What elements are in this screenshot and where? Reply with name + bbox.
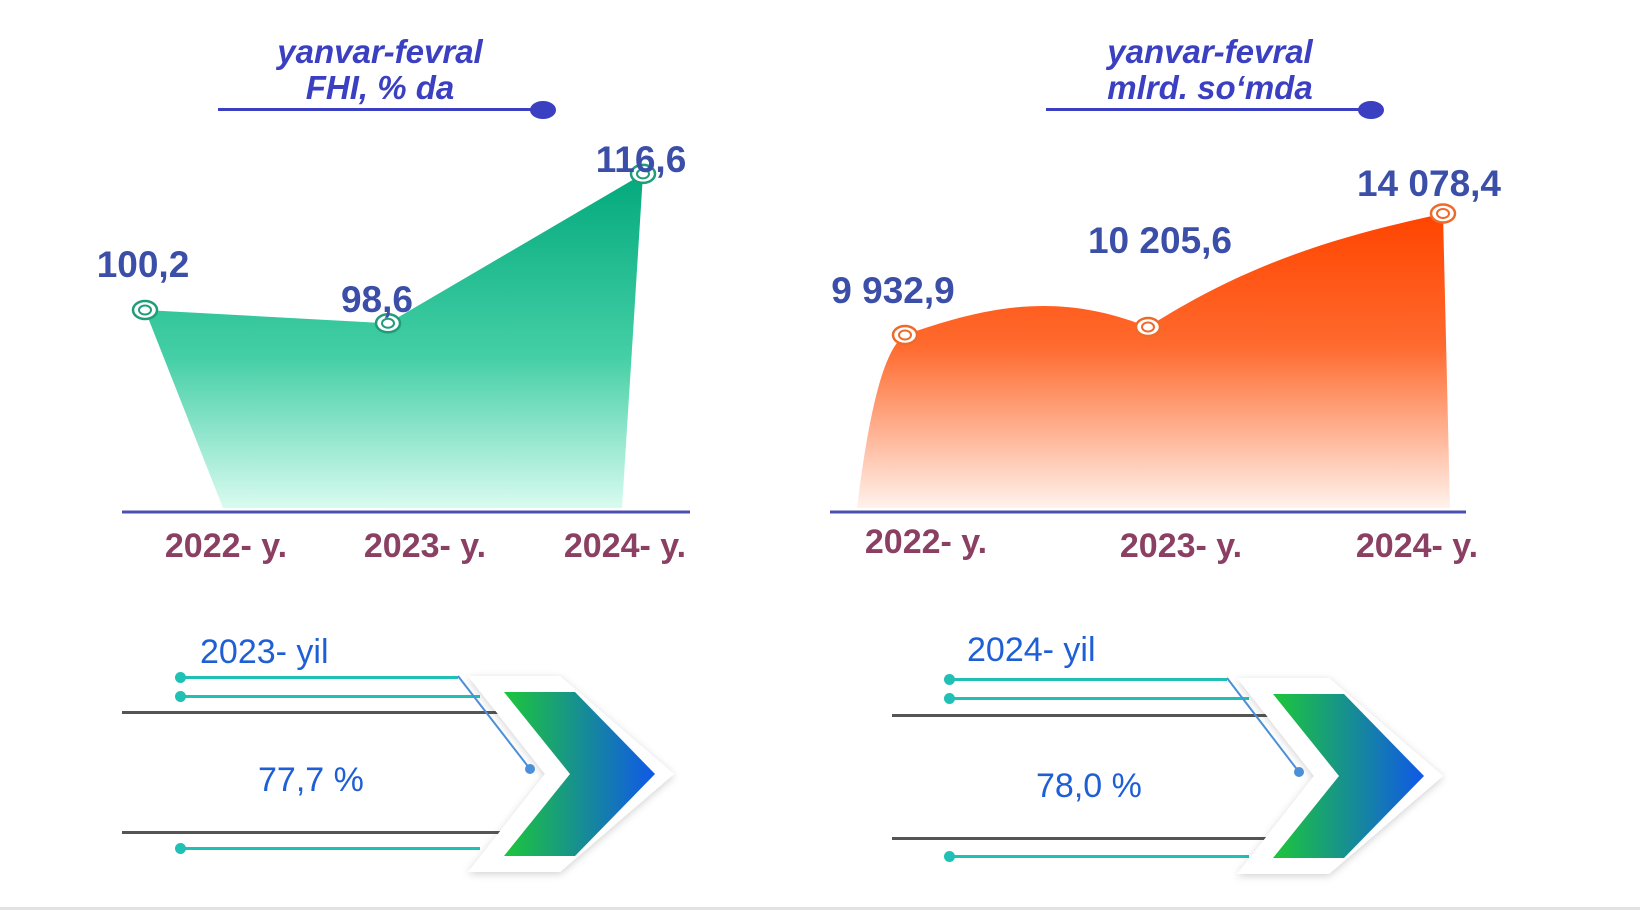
right-marker-2023 xyxy=(1134,316,1162,338)
left-title-underline xyxy=(218,108,543,111)
right-indicator-year: 2024- yil xyxy=(967,631,1096,669)
right-category-label-2023: 2023- y. xyxy=(1120,527,1242,565)
right-chart-title-line1: yanvar-fevral xyxy=(1107,33,1313,70)
left-indicator-year: 2023- yil xyxy=(200,633,329,671)
right-value-label-2024: 14 078,4 xyxy=(1357,163,1501,204)
left-chevron-connector-dot xyxy=(525,764,535,774)
left-marker-2022-inner xyxy=(138,304,152,316)
right-chevron-arrow xyxy=(1226,677,1443,874)
left-indicator-line-4 xyxy=(122,831,502,834)
left-category-label-2023: 2023- y. xyxy=(364,527,486,565)
right-chevron-fill xyxy=(1273,694,1424,858)
bottom-divider xyxy=(0,907,1640,910)
right-marker-2022-inner xyxy=(898,329,912,341)
left-indicator-line-3 xyxy=(122,711,502,714)
left-chevron-fill xyxy=(504,692,655,856)
left-chevron-connector xyxy=(457,675,531,770)
right-chart-title-line2: mlrd. so‘mda xyxy=(1107,69,1313,106)
left-chart-title: yanvar-fevral FHI, % da xyxy=(200,34,560,106)
right-indicator-line-2 xyxy=(949,697,1249,700)
left-marker-2022 xyxy=(131,299,159,321)
right-value-label-2023: 10 205,6 xyxy=(1088,220,1232,261)
left-marker-2023-inner xyxy=(381,317,395,329)
left-chevron-arrow xyxy=(457,675,674,872)
left-indicator-line-5 xyxy=(180,847,480,850)
right-indicator-line-5 xyxy=(949,855,1249,858)
right-chevron-connector xyxy=(1226,677,1300,773)
right-indicator-line-4 xyxy=(892,837,1272,840)
right-title-underline xyxy=(1046,108,1371,111)
right-marker-2024-inner xyxy=(1436,208,1450,220)
right-area-chart: 9 932,9 10 205,6 14 078,4 2022- y. 2023-… xyxy=(830,163,1501,565)
left-indicator-line-1 xyxy=(180,676,458,679)
right-marker-2023-inner xyxy=(1141,321,1155,333)
right-value-label-2022: 9 932,9 xyxy=(831,270,954,311)
left-marker-2024 xyxy=(629,163,657,185)
right-category-label-2024: 2024- y. xyxy=(1356,527,1478,565)
right-indicator-percent: 78,0 % xyxy=(1036,767,1142,805)
left-category-label-2024: 2024- y. xyxy=(564,527,686,565)
right-category-label-2022: 2022- y. xyxy=(865,523,987,561)
right-indicator-line-3 xyxy=(892,714,1272,717)
right-title-dot xyxy=(1358,101,1384,119)
left-indicator-percent: 77,7 % xyxy=(258,761,364,799)
right-indicator-line-1 xyxy=(949,678,1227,681)
right-marker-2022 xyxy=(891,324,919,346)
left-value-label-2023: 98,6 xyxy=(341,279,413,320)
left-category-label-2022: 2022- y. xyxy=(165,527,287,565)
left-chart-title-line2: FHI, % da xyxy=(305,69,455,106)
left-title-dot xyxy=(530,101,556,119)
left-chart-area xyxy=(145,173,643,508)
left-indicator-line-2 xyxy=(180,695,480,698)
right-chart-area xyxy=(857,213,1450,508)
left-marker-2024-inner xyxy=(636,168,650,180)
left-marker-2023 xyxy=(374,313,402,334)
left-value-label-2022: 100,2 xyxy=(97,244,190,285)
left-value-label-2024: 116,6 xyxy=(596,139,687,180)
charts-canvas: 100,2 98,6 116,6 2022- y. 2023- y. 2024-… xyxy=(97,139,1502,565)
right-chart-title: yanvar-fevral mlrd. so‘mda xyxy=(1030,34,1390,106)
right-marker-2024 xyxy=(1429,203,1457,224)
right-chevron-connector-dot xyxy=(1294,767,1304,777)
left-area-chart: 100,2 98,6 116,6 2022- y. 2023- y. 2024-… xyxy=(97,139,690,565)
left-chart-title-line1: yanvar-fevral xyxy=(277,33,483,70)
